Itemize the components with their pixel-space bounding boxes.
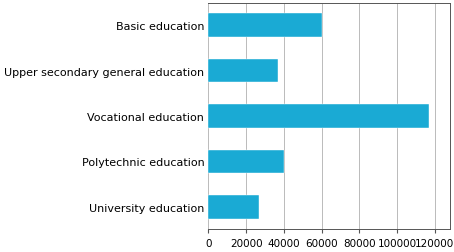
Bar [208, 150, 284, 173]
Bar [208, 59, 278, 83]
Bar [208, 105, 429, 128]
Bar [208, 14, 321, 38]
Bar [208, 195, 259, 219]
